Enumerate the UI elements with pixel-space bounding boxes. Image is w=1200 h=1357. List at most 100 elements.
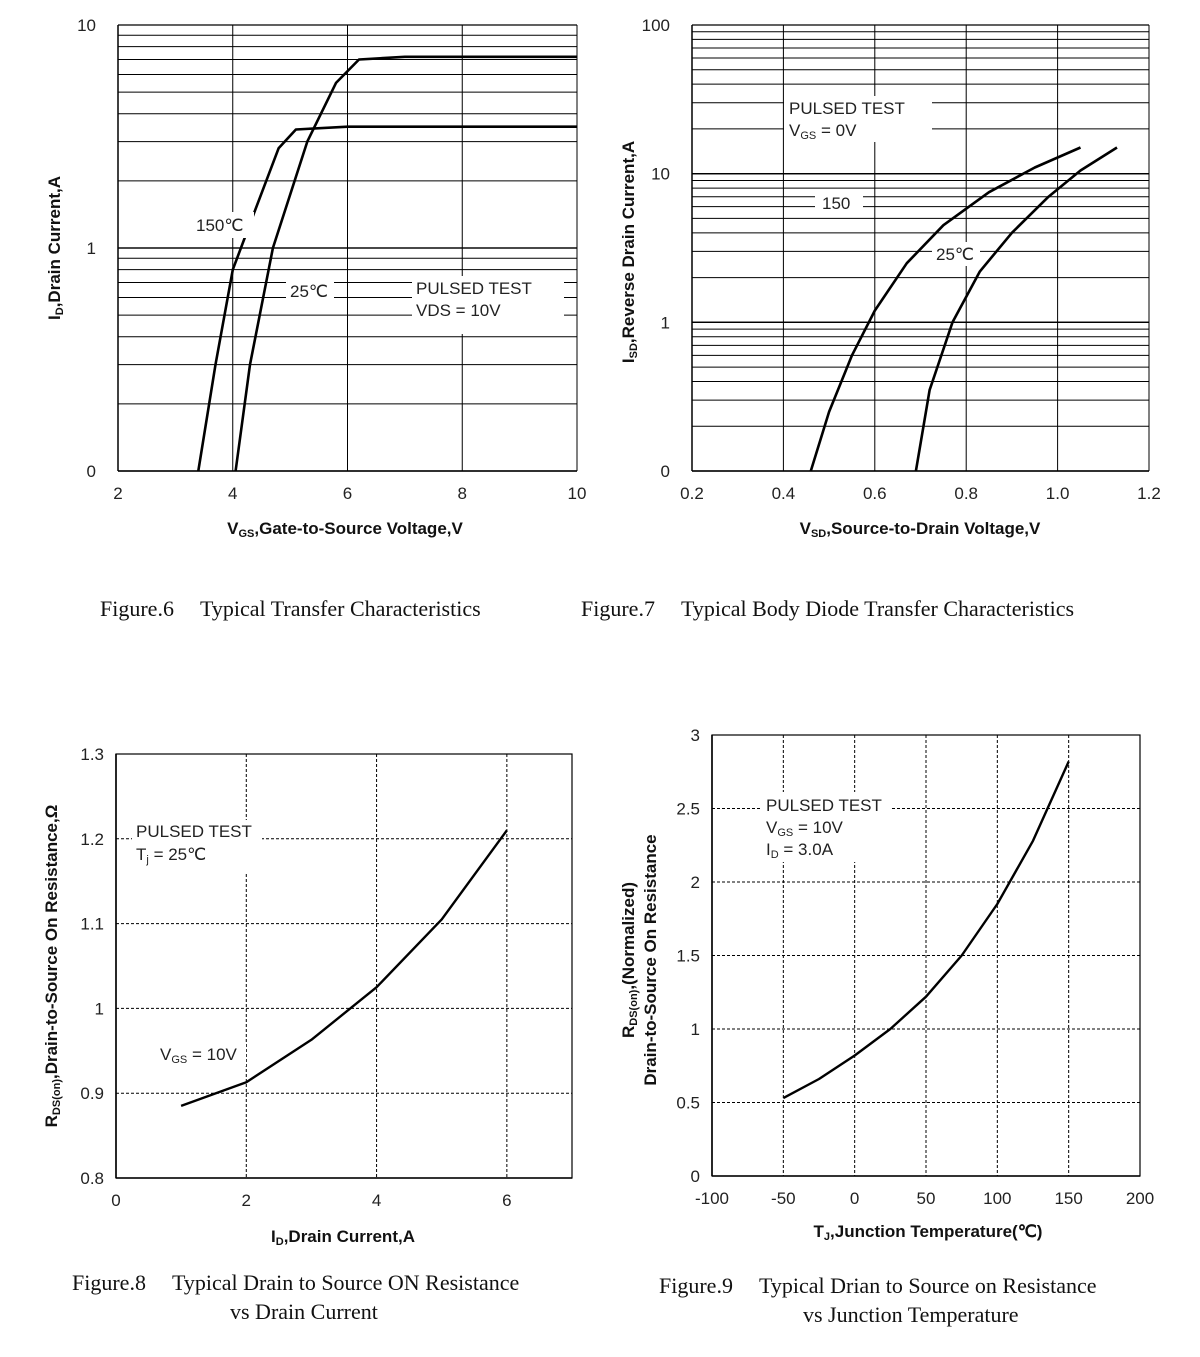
- x-tick-label: 1.0: [1046, 484, 1070, 503]
- series-line: [234, 55, 577, 472]
- y-tick-label: 0.8: [80, 1169, 104, 1188]
- series-label-25c: 25℃: [290, 282, 328, 301]
- caption-title: Typical Transfer Characteristics: [199, 596, 481, 621]
- x-tick-label: 2: [242, 1191, 251, 1210]
- x-tick-label: 150: [1054, 1189, 1082, 1208]
- plot-border: [115, 753, 573, 1179]
- y-axis-title-line2: Drain-to-Source On Resistance: [641, 834, 660, 1085]
- x-tick-label: 0: [111, 1191, 120, 1210]
- y-axis-title: RDS(on),Drain-to-Source On Resistance,Ω: [42, 805, 63, 1128]
- x-tick-label: 8: [458, 484, 467, 503]
- caption-number: Figure.7: [581, 596, 655, 621]
- y-tick-label: 2.5: [676, 800, 700, 819]
- series-line: [197, 125, 577, 472]
- annotation-pulsed-test: PULSED TEST: [766, 796, 882, 815]
- caption-number: Figure.6: [100, 596, 174, 621]
- series-label-150c: 150℃: [196, 216, 243, 235]
- x-tick-label: 100: [983, 1189, 1011, 1208]
- x-tick-label: 0.8: [954, 484, 978, 503]
- x-tick-label: 10: [568, 484, 587, 503]
- annotation-pulsed-test: PULSED TEST: [416, 279, 532, 298]
- annotation-id: ID = 3.0A: [766, 840, 834, 861]
- y-tick-label: 0.9: [80, 1084, 104, 1103]
- caption-number: Figure.8: [72, 1270, 146, 1295]
- x-axis-title: ID,Drain Current,A: [271, 1227, 415, 1248]
- y-tick-label: 10: [651, 165, 670, 184]
- caption-figure-9: Figure.9 Typical Drian to Source on Resis…: [659, 1273, 1096, 1299]
- x-tick-label: 0.4: [772, 484, 796, 503]
- y-axis-title: ISD,Reverse Drain Current,A: [619, 141, 640, 363]
- y-tick-label: 2: [691, 873, 700, 892]
- x-tick-label: -100: [695, 1189, 729, 1208]
- caption-figure-8-line2: vs Drain Current: [230, 1299, 378, 1324]
- chart-fig9: -100 -50 0 50 100 150 200 0 0.5 1 1.5 2 2.5 3 PULSED T…: [619, 726, 1154, 1243]
- y-tick-label: 1: [691, 1020, 700, 1039]
- y-tick-label: 0: [661, 462, 670, 481]
- x-tick-label: 0.6: [863, 484, 887, 503]
- x-axis-title: TJ,Junction Temperature(℃): [814, 1222, 1043, 1243]
- x-tick-label: -50: [771, 1189, 796, 1208]
- caption-number: Figure.9: [659, 1273, 733, 1298]
- caption-figure-6: Figure.6 Typical Transfer Characteristics: [100, 596, 481, 622]
- y-tick-label: 1.2: [80, 830, 104, 849]
- caption-title: Typical Drain to Source ON Resistance: [171, 1270, 520, 1295]
- chart-fig6: 2 4 6 8 10 0 1 10 150℃ 25℃ PULSED TEST VDS = 10V VGS…: [45, 16, 586, 540]
- annotation-tj: Tj = 25℃: [136, 845, 206, 866]
- x-tick-label: 1.2: [1137, 484, 1161, 503]
- x-axis-title: VSD,Source-to-Drain Voltage,V: [800, 519, 1041, 540]
- y-tick-label: 1: [661, 313, 670, 332]
- y-axis-title: ID,Drain Current,A: [45, 176, 66, 320]
- x-tick-label: 0.2: [680, 484, 704, 503]
- caption-figure-8: Figure.8 Typical Drain to Source ON Resis…: [72, 1270, 519, 1296]
- series-label-150: 150: [822, 194, 850, 213]
- series-line: [180, 829, 508, 1108]
- x-tick-label: 6: [502, 1191, 511, 1210]
- y-tick-label: 0: [87, 462, 96, 481]
- label-backdrop: [132, 820, 262, 872]
- series-line: [782, 761, 1070, 1100]
- x-tick-label: 200: [1126, 1189, 1154, 1208]
- series-line: [914, 146, 1118, 472]
- annotation-vgs: VGS = 0V: [789, 121, 857, 142]
- label-backdrop: [412, 276, 564, 334]
- x-tick-label: 4: [372, 1191, 381, 1210]
- series-label-25c: 25℃: [936, 245, 974, 264]
- label-backdrop: [192, 212, 254, 238]
- label-backdrop: [286, 278, 334, 302]
- label-backdrop: [156, 1042, 246, 1066]
- annotation-vgs: VGS = 10V: [766, 818, 844, 839]
- label-backdrop: [815, 191, 863, 215]
- y-tick-label: 1.1: [80, 915, 104, 934]
- annotation-pulsed-test: PULSED TEST: [136, 822, 252, 841]
- label-backdrop: [932, 242, 980, 266]
- y-tick-label: 1.5: [676, 947, 700, 966]
- y-tick-label: 100: [642, 16, 670, 35]
- x-tick-label: 50: [917, 1189, 936, 1208]
- y-tick-label: 0.5: [676, 1094, 700, 1113]
- series-line: [809, 146, 1082, 472]
- x-tick-label: 0: [850, 1189, 859, 1208]
- y-tick-label: 1: [95, 999, 104, 1018]
- label-backdrop: [760, 792, 892, 862]
- y-tick-label: 10: [77, 16, 96, 35]
- chart-fig8: 0 2 4 6 0.8 0.9 1 1.1 1.2 1.3 PULSED TEST Tj = 25℃ V…: [42, 745, 573, 1248]
- x-tick-label: 6: [343, 484, 352, 503]
- label-backdrop: [784, 96, 932, 142]
- annotation-vds: VDS = 10V: [416, 301, 501, 320]
- y-tick-label: 1.3: [80, 745, 104, 764]
- series-label-vgs: VGS = 10V: [160, 1045, 238, 1066]
- y-tick-label: 1: [87, 239, 96, 258]
- caption-title: Typical Drian to Source on Resistance: [758, 1273, 1097, 1298]
- y-axis-title: RDS(on),(Normalized): [619, 882, 640, 1038]
- caption-title: Typical Body Diode Transfer Characterist…: [680, 596, 1075, 621]
- annotation-pulsed-test: PULSED TEST: [789, 99, 905, 118]
- y-tick-label: 3: [691, 726, 700, 745]
- chart-fig7: 0.2 0.4 0.6 0.8 1.0 1.2 0 1 10 100 PULSED TEST VGS …: [619, 16, 1161, 540]
- y-tick-label: 0: [691, 1167, 700, 1186]
- x-tick-label: 4: [228, 484, 237, 503]
- caption-figure-7: Figure.7 Typical Body Diode Transfer Char…: [581, 596, 1074, 622]
- x-tick-label: 2: [113, 484, 122, 503]
- caption-figure-9-line2: vs Junction Temperature: [803, 1302, 1019, 1327]
- x-axis-title: VGS,Gate-to-Source Voltage,V: [227, 519, 463, 540]
